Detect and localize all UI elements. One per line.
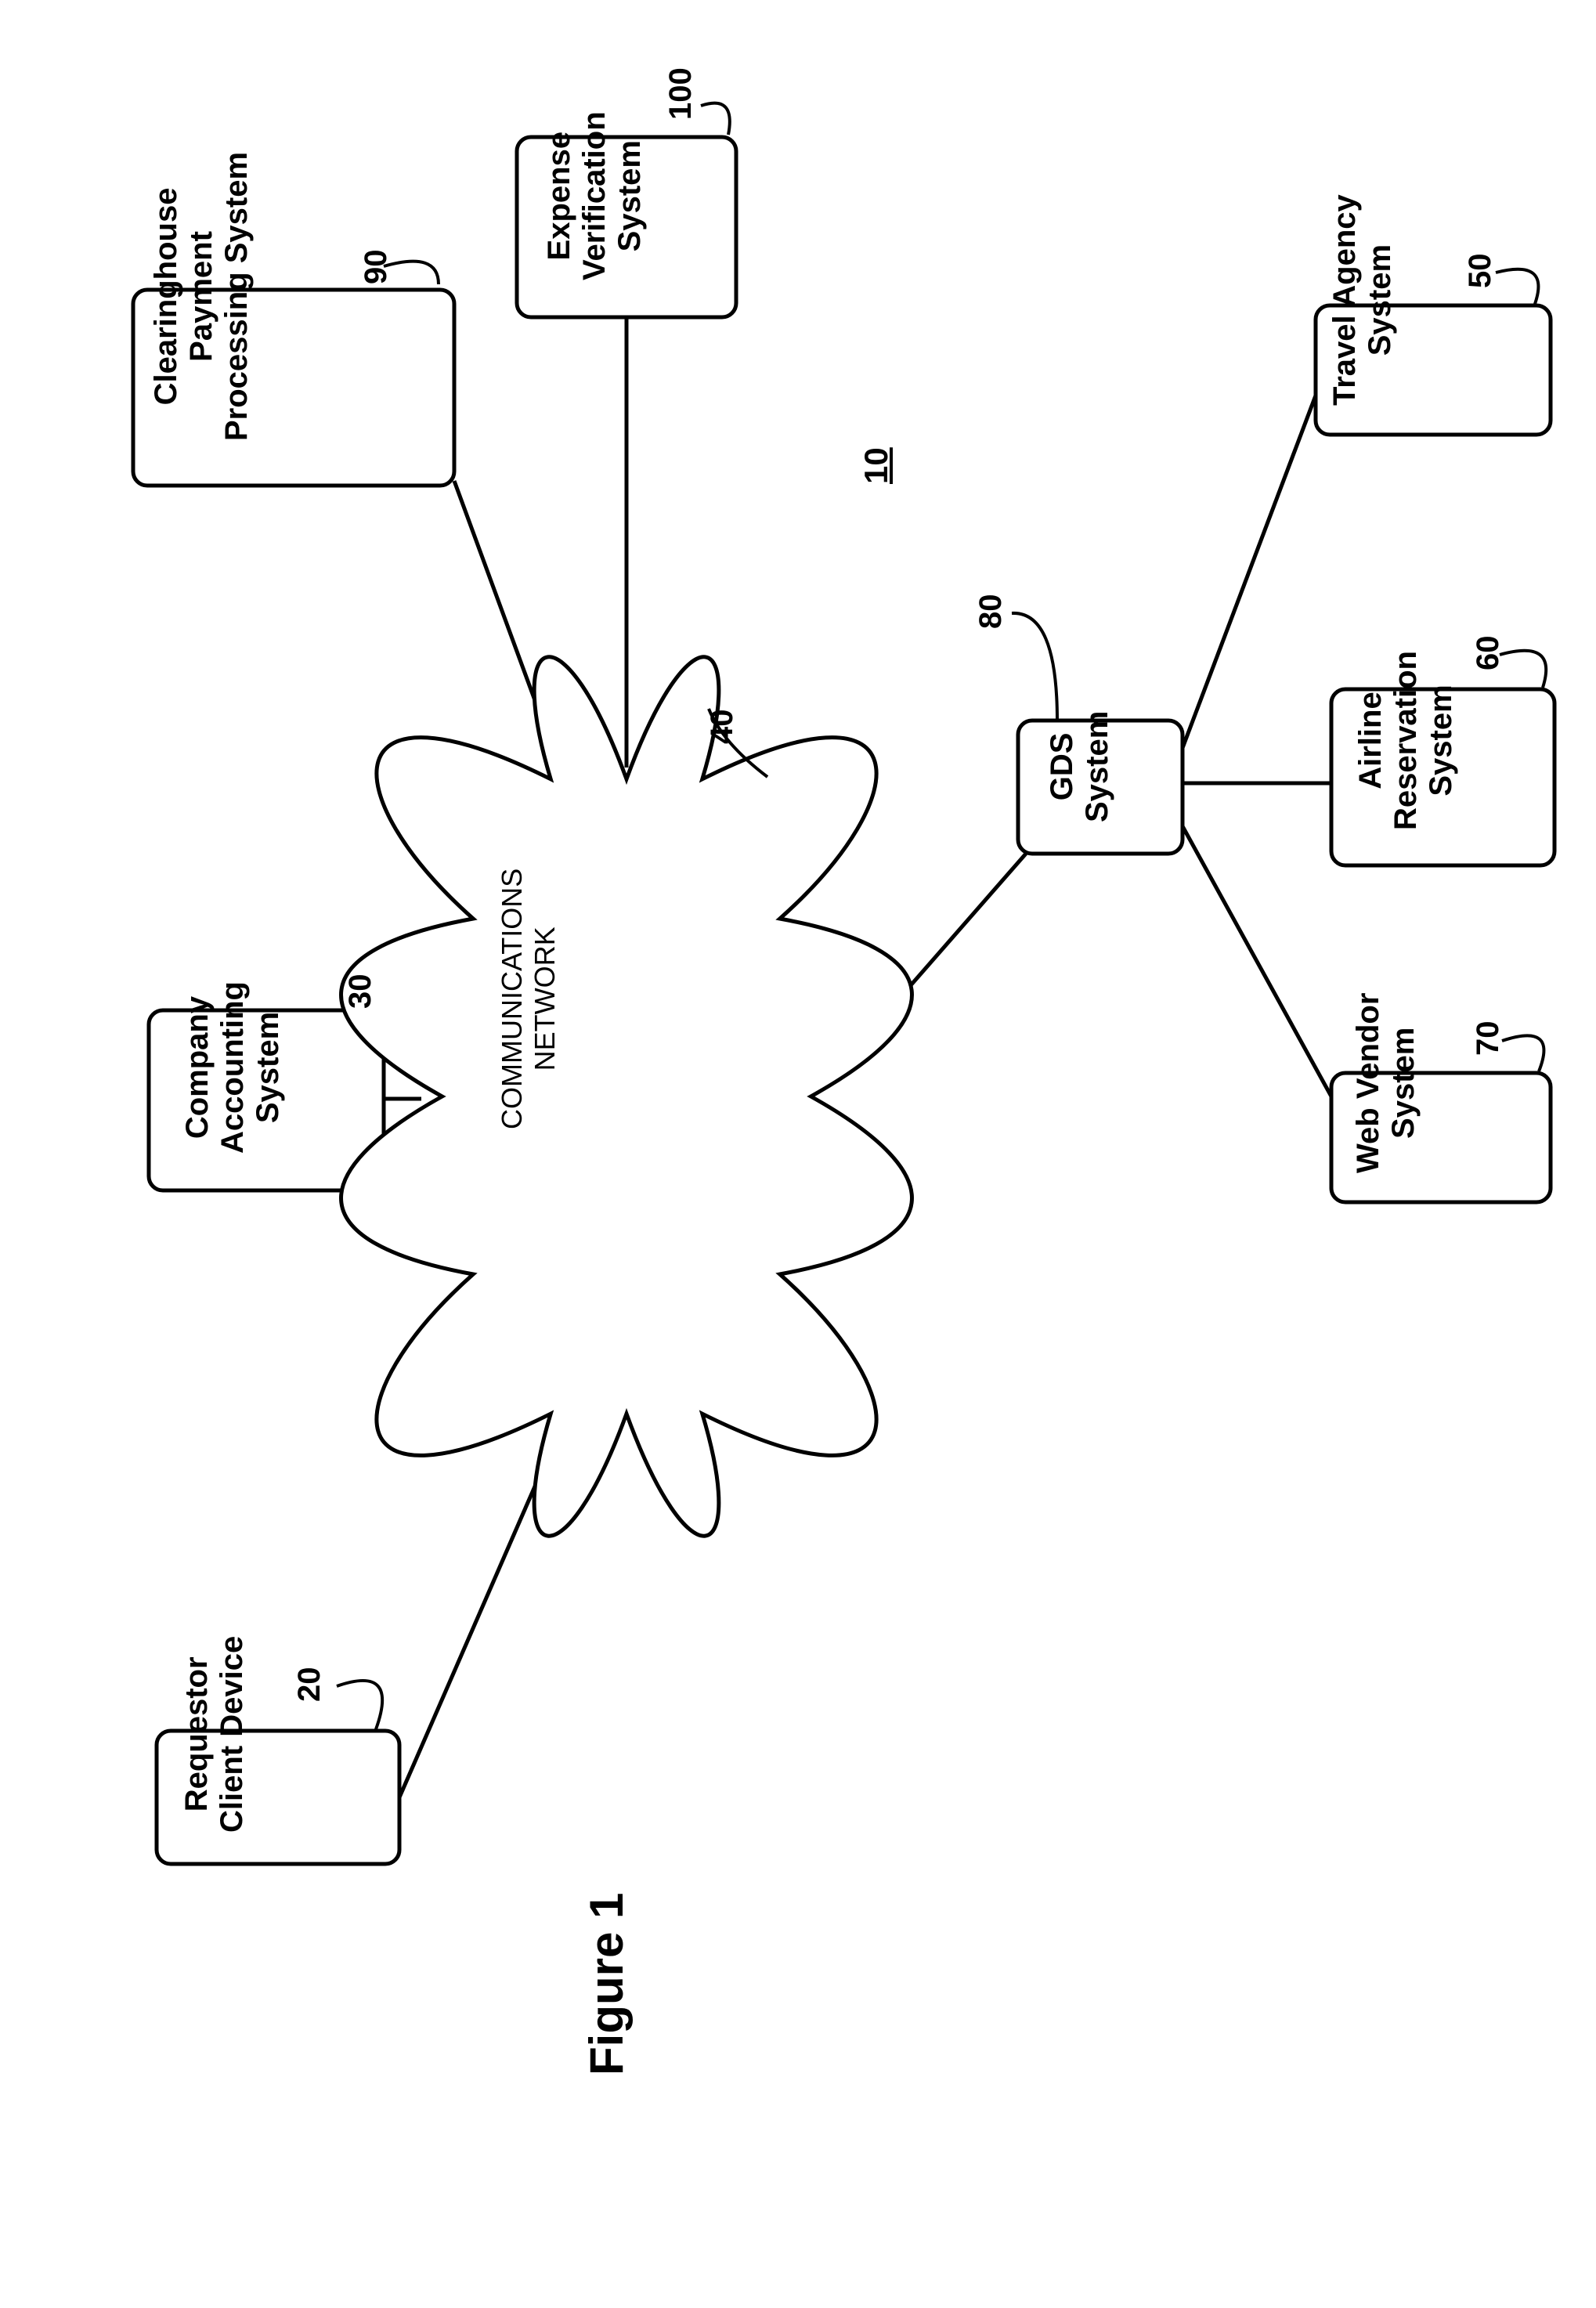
diagram-page: Figure 1 10 40 Clearinghouse Payment Pro… <box>0 0 1596 2308</box>
leader-gds <box>1012 613 1057 721</box>
node-label-company_accounting: Company Accounting System <box>180 981 286 1154</box>
cloud-network <box>341 657 912 1536</box>
connector-gds_to_travel <box>1183 396 1316 748</box>
figure-title: Figure 1 <box>580 1893 634 2075</box>
node-ref-requestor_client: 20 <box>292 1667 327 1702</box>
node-ref-web_vendor: 70 <box>1471 1020 1506 1056</box>
node-ref-expense_verification: 100 <box>663 67 699 120</box>
node-label-airline_reservation: Airline Reservation System <box>1353 651 1459 830</box>
node-label-requestor_client: Requestor Client Device <box>179 1636 250 1833</box>
node-ref-company_accounting: 30 <box>343 973 378 1009</box>
node-label-web_vendor: Web Vendor System <box>1351 992 1421 1172</box>
cloud-label: COMMUNICATIONS NETWORK <box>496 869 561 1129</box>
node-ref-airline_reservation: 60 <box>1471 635 1506 670</box>
leader-web_vendor <box>1502 1035 1544 1071</box>
node-ref-gds: 80 <box>973 594 1009 629</box>
node-label-clearinghouse: Clearinghouse Payment Processing System <box>149 151 255 440</box>
node-label-travel_agency: Travel Agency System <box>1327 194 1398 406</box>
node-ref-travel_agency: 50 <box>1463 253 1498 288</box>
node-label-expense_verification: Expense Verification System <box>542 111 648 280</box>
node-ref-clearinghouse: 90 <box>359 249 394 284</box>
leader-airline_reservation <box>1500 651 1546 688</box>
leader-travel_agency <box>1496 269 1538 304</box>
leader-expense_verification <box>701 103 730 135</box>
cloud-ref-label: 40 <box>705 710 740 745</box>
figure-id: 10 <box>858 447 895 484</box>
leader-requestor_client <box>337 1681 382 1729</box>
connector-gds_to_webvendor <box>1183 826 1331 1096</box>
node-label-gds: GDS System <box>1045 711 1115 822</box>
